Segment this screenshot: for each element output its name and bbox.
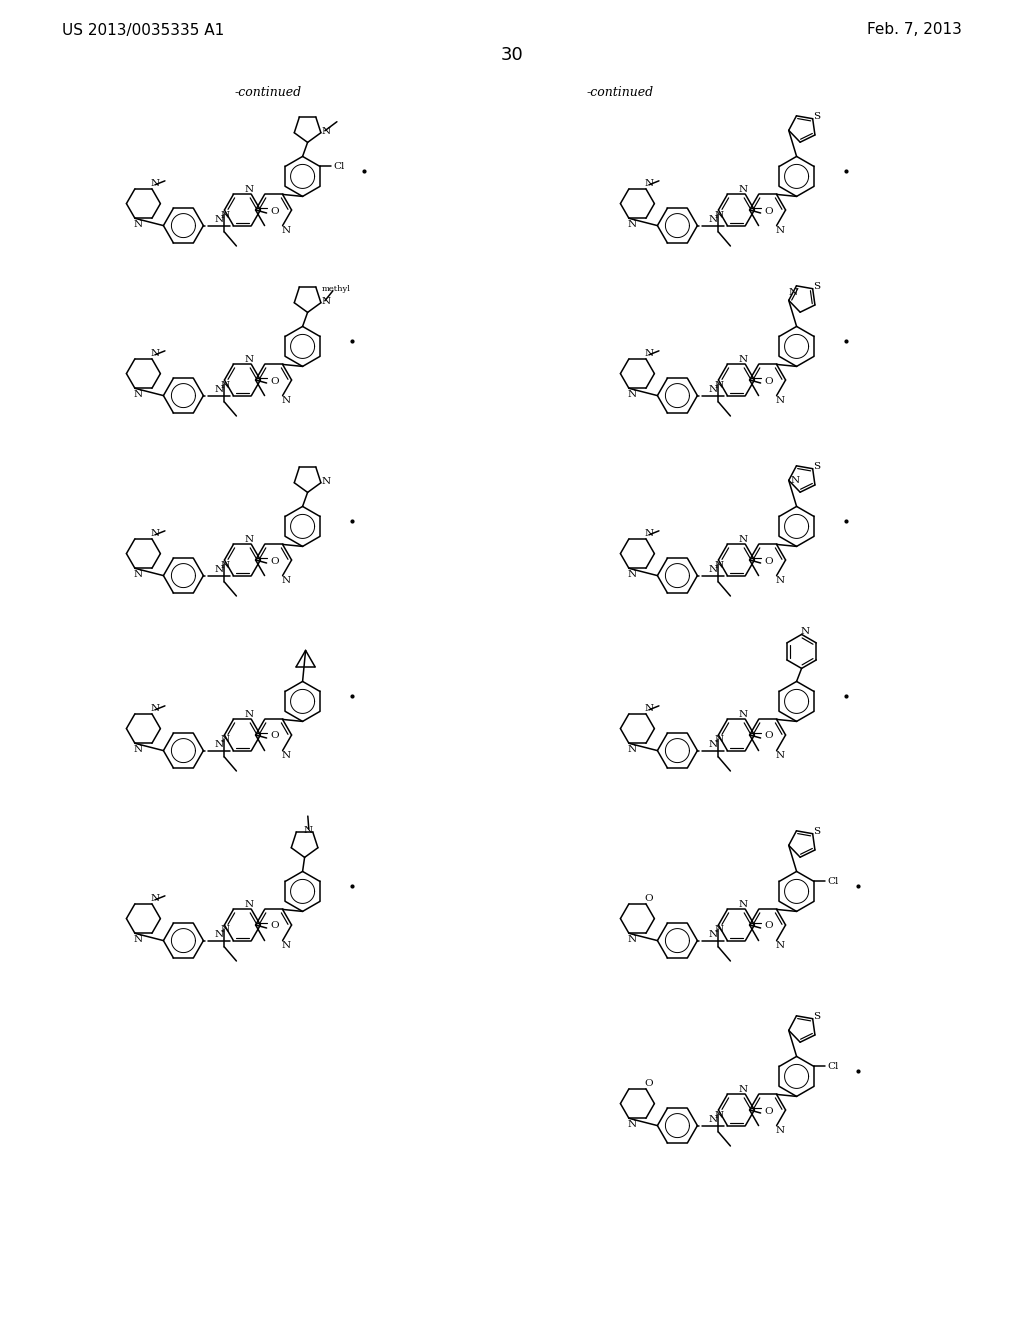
Text: S: S (813, 826, 820, 836)
Text: N: N (303, 825, 312, 834)
Text: N: N (628, 220, 637, 228)
Text: N: N (644, 180, 653, 189)
Text: N: N (151, 529, 160, 539)
Text: N: N (775, 396, 784, 405)
Text: N: N (739, 900, 748, 909)
Text: Cl: Cl (333, 162, 345, 170)
Text: O: O (270, 376, 279, 385)
Text: S: S (813, 112, 820, 121)
Text: N: N (322, 127, 331, 136)
Text: N: N (800, 627, 809, 636)
Text: N: N (281, 941, 290, 950)
Text: S: S (813, 1012, 820, 1020)
Text: N: N (133, 570, 142, 578)
Text: N: N (775, 1126, 784, 1135)
Text: Cl: Cl (827, 1061, 839, 1071)
Text: N: N (739, 185, 748, 194)
Text: N: N (628, 1119, 637, 1129)
Text: N: N (133, 744, 142, 754)
Text: 30: 30 (501, 46, 523, 63)
Text: N: N (739, 710, 748, 719)
Text: N: N (151, 350, 160, 358)
Text: N: N (221, 380, 230, 389)
Text: N: N (322, 297, 331, 306)
Text: N: N (739, 535, 748, 544)
Text: N: N (245, 185, 254, 194)
Text: N: N (715, 1110, 724, 1119)
Text: N: N (715, 925, 724, 935)
Text: O: O (644, 895, 653, 903)
Text: N: N (215, 931, 224, 939)
Text: N: N (709, 385, 718, 395)
Text: O: O (270, 557, 279, 565)
Text: N: N (281, 226, 290, 235)
Text: O: O (764, 557, 773, 565)
Text: N: N (245, 535, 254, 544)
Text: N: N (715, 210, 724, 219)
Text: N: N (644, 529, 653, 539)
Text: Feb. 7, 2013: Feb. 7, 2013 (867, 22, 962, 37)
Text: N: N (791, 477, 799, 484)
Text: N: N (775, 226, 784, 235)
Text: Cl: Cl (827, 876, 839, 886)
Text: N: N (221, 210, 230, 219)
Text: N: N (151, 705, 160, 713)
Text: US 2013/0035335 A1: US 2013/0035335 A1 (62, 22, 224, 37)
Text: N: N (245, 900, 254, 909)
Text: N: N (133, 935, 142, 944)
Text: O: O (270, 731, 279, 741)
Text: N: N (715, 561, 724, 569)
Text: N: N (715, 380, 724, 389)
Text: N: N (709, 1115, 718, 1125)
Text: O: O (270, 206, 279, 215)
Text: methyl: methyl (322, 285, 350, 293)
Text: N: N (709, 565, 718, 574)
Text: N: N (709, 215, 718, 224)
Text: N: N (221, 735, 230, 744)
Text: N: N (775, 941, 784, 950)
Text: N: N (775, 751, 784, 760)
Text: N: N (628, 935, 637, 944)
Text: -continued: -continued (234, 86, 301, 99)
Text: N: N (628, 389, 637, 399)
Text: N: N (644, 350, 653, 358)
Text: N: N (775, 576, 784, 585)
Text: N: N (739, 355, 748, 364)
Text: N: N (281, 396, 290, 405)
Text: N: N (151, 180, 160, 189)
Text: S: S (813, 462, 820, 471)
Text: N: N (221, 925, 230, 935)
Text: O: O (764, 206, 773, 215)
Text: N: N (715, 735, 724, 744)
Text: O: O (764, 1106, 773, 1115)
Text: O: O (270, 921, 279, 931)
Text: N: N (709, 741, 718, 748)
Text: N: N (221, 561, 230, 569)
Text: O: O (764, 921, 773, 931)
Text: O: O (764, 376, 773, 385)
Text: N: N (215, 385, 224, 395)
Text: N: N (133, 220, 142, 228)
Text: N: N (628, 570, 637, 578)
Text: N: N (215, 741, 224, 748)
Text: S: S (813, 282, 820, 290)
Text: N: N (281, 576, 290, 585)
Text: N: N (133, 389, 142, 399)
Text: N: N (322, 478, 331, 486)
Text: N: N (245, 710, 254, 719)
Text: O: O (644, 1080, 653, 1089)
Text: N: N (739, 1085, 748, 1094)
Text: N: N (215, 215, 224, 224)
Text: -continued: -continued (587, 86, 653, 99)
Text: N: N (151, 895, 160, 903)
Text: O: O (764, 731, 773, 741)
Text: N: N (788, 288, 797, 297)
Text: N: N (644, 705, 653, 713)
Text: N: N (709, 931, 718, 939)
Text: N: N (215, 565, 224, 574)
Text: N: N (281, 751, 290, 760)
Text: N: N (245, 355, 254, 364)
Text: N: N (628, 744, 637, 754)
